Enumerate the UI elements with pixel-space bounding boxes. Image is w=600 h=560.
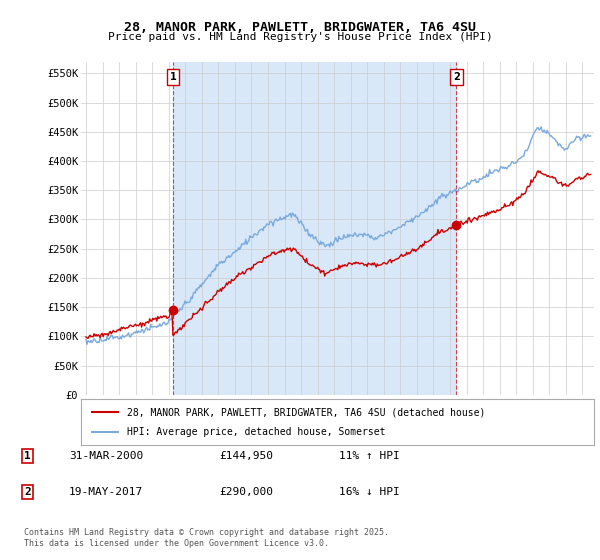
- Text: £144,950: £144,950: [219, 451, 273, 461]
- Text: 2: 2: [24, 487, 31, 497]
- Text: 28, MANOR PARK, PAWLETT, BRIDGWATER, TA6 4SU: 28, MANOR PARK, PAWLETT, BRIDGWATER, TA6…: [124, 21, 476, 34]
- Text: 1: 1: [169, 72, 176, 82]
- Text: HPI: Average price, detached house, Somerset: HPI: Average price, detached house, Some…: [127, 427, 386, 437]
- Text: £290,000: £290,000: [219, 487, 273, 497]
- Text: 28, MANOR PARK, PAWLETT, BRIDGWATER, TA6 4SU (detached house): 28, MANOR PARK, PAWLETT, BRIDGWATER, TA6…: [127, 407, 485, 417]
- Text: 31-MAR-2000: 31-MAR-2000: [69, 451, 143, 461]
- Bar: [173, 62, 457, 395]
- Text: 19-MAY-2017: 19-MAY-2017: [69, 487, 143, 497]
- Text: 1: 1: [24, 451, 31, 461]
- Text: 2: 2: [453, 72, 460, 82]
- Text: Contains HM Land Registry data © Crown copyright and database right 2025.
This d: Contains HM Land Registry data © Crown c…: [24, 528, 389, 548]
- Text: Price paid vs. HM Land Registry's House Price Index (HPI): Price paid vs. HM Land Registry's House …: [107, 32, 493, 43]
- Text: 11% ↑ HPI: 11% ↑ HPI: [339, 451, 400, 461]
- Text: 16% ↓ HPI: 16% ↓ HPI: [339, 487, 400, 497]
